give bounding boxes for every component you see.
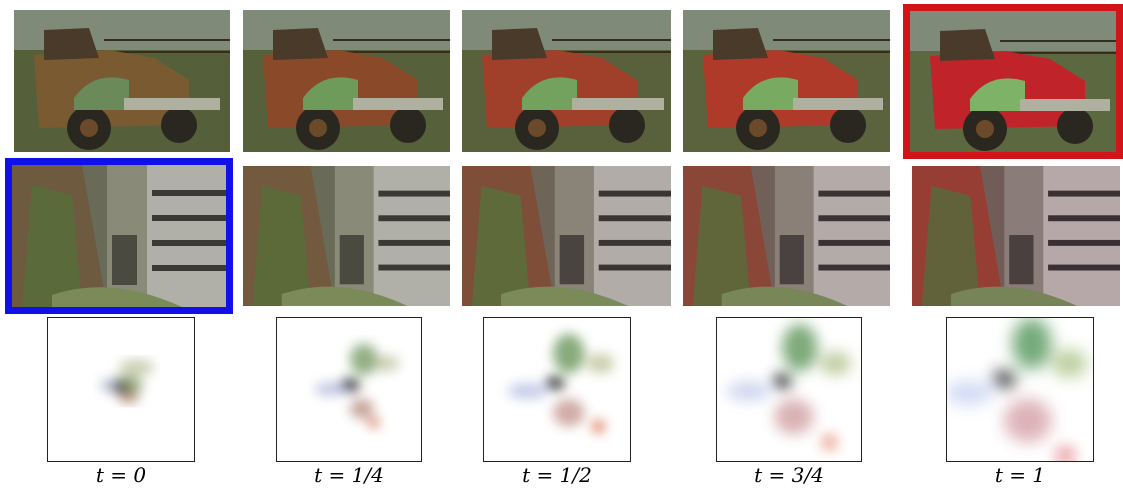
truck-image-1 [243,10,450,152]
color-distribution-plot-2 [483,317,631,462]
building-image-1 [243,166,450,306]
color-distribution-plot-4 [946,317,1094,462]
caption-t0: t = 0 [95,463,147,487]
caption-t1-2: t = 1/2 [522,463,592,487]
building-image-0-highlighted [5,158,233,314]
color-distribution-plot-3 [716,317,862,462]
truck-image-0 [14,10,230,152]
color-distribution-plot-1 [276,317,422,462]
truck-image-2 [462,10,671,152]
building-image-3 [683,166,890,306]
truck-image-4-highlighted [903,4,1123,159]
building-image-4 [912,166,1120,306]
caption-t1: t = 1 [994,463,1046,487]
caption-t1-4: t = 1/4 [314,463,384,487]
color-distribution-plot-0 [47,317,195,462]
truck-image-3 [683,10,890,152]
caption-t3-4: t = 3/4 [754,463,824,487]
building-image-2 [462,166,671,306]
